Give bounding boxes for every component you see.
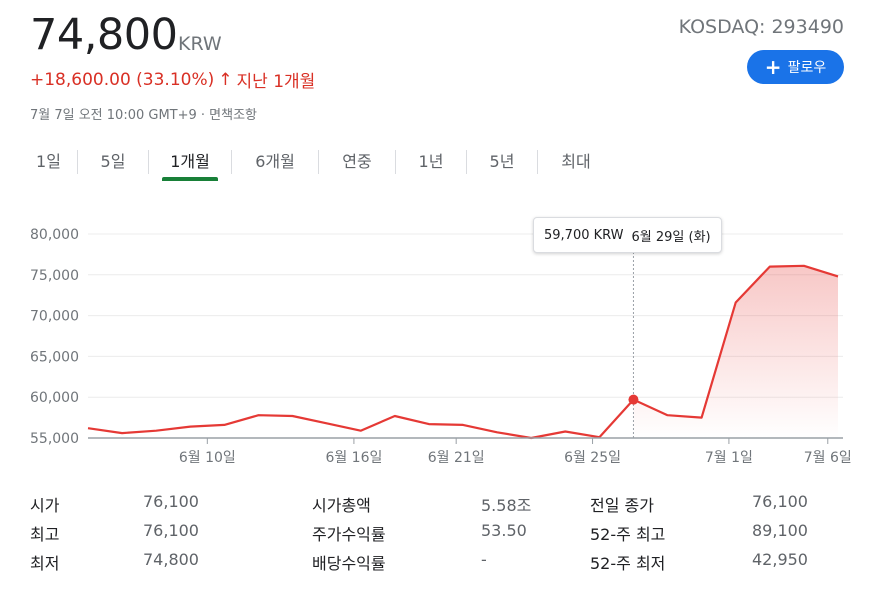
x-tick-label: 7월 6일: [804, 450, 852, 466]
plus-icon: +: [764, 55, 782, 79]
arrow-up-icon: ↑: [218, 69, 233, 90]
follow-button[interactable]: + 팔로우: [747, 50, 844, 84]
stat-value-mktcap: 5.58조: [481, 496, 532, 515]
y-tick-label: 65,000: [30, 349, 79, 365]
price-chart[interactable]: 80,000 75,000 70,000 65,000 60,000 55,000 6월 1…: [0, 200, 876, 475]
tab-divider: [77, 150, 78, 174]
tab-divider: [231, 150, 232, 174]
tab-divider: [537, 150, 538, 174]
price-change: +18,600.00 (33.10%) ↑ 지난 1개월: [30, 67, 316, 93]
tab-5y[interactable]: 5년: [489, 152, 515, 171]
tab-divider: [395, 150, 396, 174]
change-value: +18,600.00 (33.10%): [30, 69, 215, 90]
stock-price: 74,800: [30, 10, 178, 60]
y-tick-label: 55,000: [30, 431, 79, 447]
tooltip-date: 6월 29일 (화): [631, 229, 711, 245]
stat-label-prev-close: 전일 종가: [590, 496, 654, 515]
y-tick-label: 75,000: [30, 268, 79, 284]
change-period: 지난 1개월: [236, 72, 316, 92]
timestamp-disclaimer[interactable]: 7월 7일 오전 10:00 GMT+9 · 면책조항: [30, 108, 258, 123]
tab-5d[interactable]: 5일: [100, 152, 126, 171]
highlight-point: [628, 394, 639, 405]
tab-1y[interactable]: 1년: [418, 152, 444, 171]
stat-label-high: 최고: [30, 525, 60, 544]
y-tick-label: 60,000: [30, 390, 79, 406]
x-tick-label: 6월 25일: [564, 450, 621, 466]
stat-value-52w-low: 42,950: [752, 550, 808, 569]
tab-max[interactable]: 최대: [561, 152, 591, 171]
y-tick-label: 70,000: [30, 309, 79, 325]
stat-label-open: 시가: [30, 496, 60, 515]
follow-label: 팔로우: [787, 60, 827, 76]
tab-1m[interactable]: 1개월: [162, 142, 218, 181]
stat-label-low: 최저: [30, 554, 60, 573]
x-tick-label: 7월 1일: [705, 450, 753, 466]
stat-label-dividend: 배당수익률: [312, 554, 386, 573]
tab-1d[interactable]: 1일: [36, 152, 61, 171]
stat-value-high: 76,100: [143, 521, 199, 540]
tab-6m[interactable]: 6개월: [255, 152, 295, 171]
stat-value-dividend: -: [481, 550, 487, 569]
stat-label-pe: 주가수익률: [312, 525, 386, 544]
chart-tooltip: 59,700 KRW 6월 29일 (화): [533, 217, 722, 253]
stat-label-mktcap: 시가총액: [312, 496, 371, 515]
y-tick-label: 80,000: [30, 227, 79, 243]
currency-label: KRW: [178, 33, 222, 55]
stat-label-52w-high: 52-주 최고: [590, 525, 666, 544]
ticker-symbol: KOSDAQ: 293490: [678, 16, 844, 38]
tab-ytd[interactable]: 연중: [342, 152, 372, 171]
tab-divider: [148, 150, 149, 174]
stat-value-low: 74,800: [143, 550, 199, 569]
stat-value-pe: 53.50: [481, 521, 527, 540]
range-tabs: 1일 5일 1개월 6개월 연중 1년 5년 최대: [20, 142, 614, 182]
stat-value-52w-high: 89,100: [752, 521, 808, 540]
x-tick-label: 6월 10일: [179, 450, 236, 466]
tab-divider: [318, 150, 319, 174]
area-fill: [633, 265, 838, 438]
stat-value-prev-close: 76,100: [752, 492, 808, 511]
price-line: [87, 264, 839, 440]
tooltip-price: 59,700 KRW: [544, 227, 624, 243]
stat-value-open: 76,100: [143, 492, 199, 511]
x-tick-label: 6월 16일: [325, 450, 382, 466]
x-tick-label: 6월 21일: [428, 450, 485, 466]
stat-label-52w-low: 52-주 최저: [590, 554, 666, 573]
tab-divider: [466, 150, 467, 174]
